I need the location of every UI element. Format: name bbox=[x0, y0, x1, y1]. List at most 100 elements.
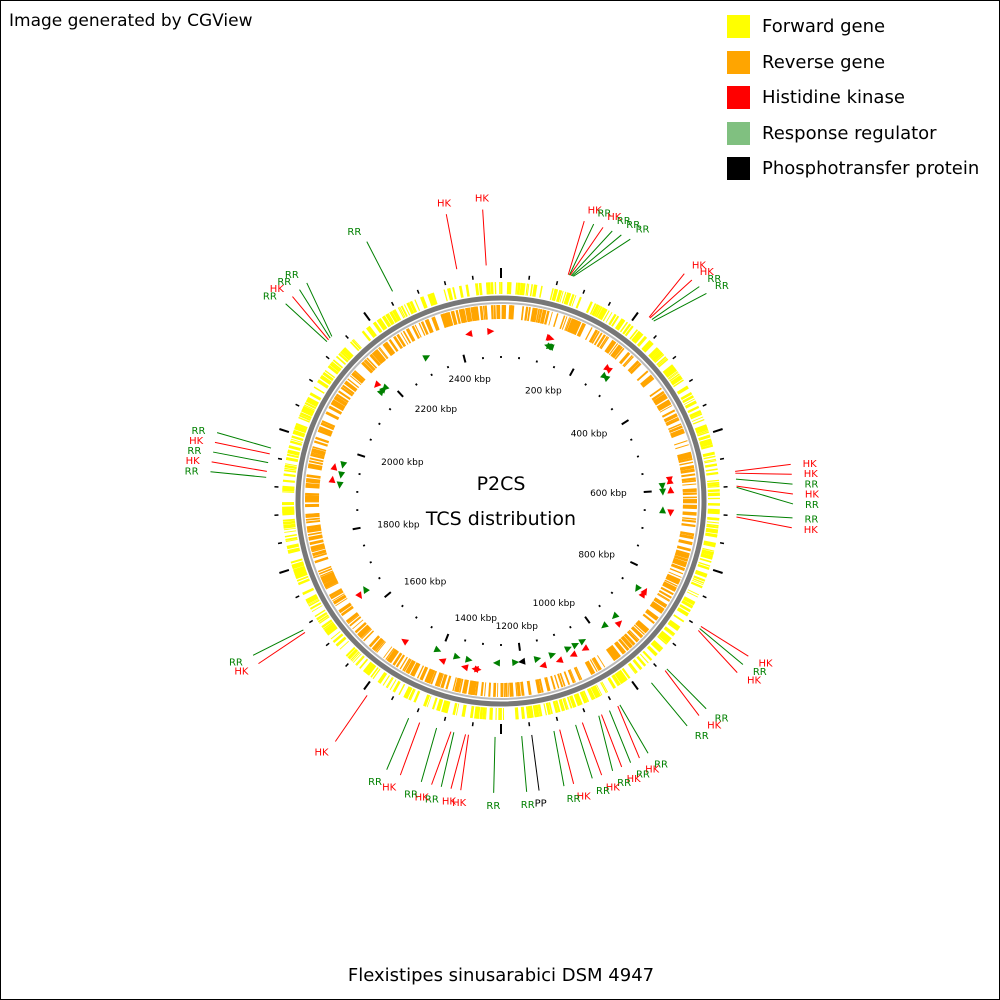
reverse-gene bbox=[307, 528, 322, 533]
forward-gene bbox=[291, 562, 304, 568]
reverse-gene bbox=[463, 679, 469, 694]
reverse-gene bbox=[680, 531, 695, 536]
forward-gene bbox=[288, 445, 301, 451]
forward-gene bbox=[701, 549, 714, 554]
rr-feature-arrow bbox=[533, 656, 542, 663]
rr-feature-arrow bbox=[601, 621, 609, 629]
hk-feature-arrow bbox=[614, 620, 623, 628]
reverse-gene bbox=[509, 682, 513, 697]
forward-gene bbox=[332, 633, 343, 642]
reverse-gene bbox=[488, 682, 490, 697]
leader-line bbox=[735, 472, 792, 475]
reverse-gene bbox=[591, 658, 600, 672]
reverse-gene bbox=[311, 449, 326, 456]
forward-gene bbox=[551, 288, 558, 301]
forward-gene bbox=[327, 364, 339, 375]
forward-gene bbox=[525, 706, 529, 719]
forward-gene bbox=[682, 597, 695, 606]
forward-gene bbox=[694, 424, 707, 431]
reverse-gene bbox=[646, 609, 659, 619]
forward-gene bbox=[624, 325, 634, 337]
feature-label: HK bbox=[475, 194, 490, 205]
forward-gene bbox=[345, 646, 356, 657]
reverse-gene bbox=[334, 396, 348, 406]
reverse-gene bbox=[469, 680, 475, 695]
reverse-gene bbox=[468, 680, 473, 695]
forward-gene bbox=[690, 413, 703, 420]
forward-gene bbox=[340, 350, 351, 361]
reverse-gene bbox=[636, 619, 650, 632]
reverse-gene bbox=[664, 579, 678, 587]
reverse-gene bbox=[670, 430, 685, 439]
ruler-tick bbox=[610, 591, 614, 595]
forward-gene bbox=[446, 288, 453, 301]
outer-tick bbox=[295, 595, 300, 599]
hk-feature-arrow bbox=[667, 509, 675, 517]
feature-label: RR bbox=[805, 500, 819, 511]
forward-gene bbox=[399, 306, 406, 318]
backbone-ring-inner bbox=[302, 302, 700, 700]
forward-gene bbox=[398, 683, 406, 696]
forward-gene bbox=[683, 596, 696, 605]
reverse-gene bbox=[305, 486, 320, 489]
reverse-gene bbox=[548, 311, 553, 326]
backbone-ring bbox=[295, 295, 707, 707]
reverse-gene bbox=[485, 305, 488, 320]
reverse-gene bbox=[618, 638, 630, 651]
forward-gene bbox=[443, 700, 449, 713]
forward-gene bbox=[352, 653, 362, 663]
forward-gene bbox=[667, 621, 679, 632]
reverse-gene bbox=[575, 666, 583, 680]
reverse-gene bbox=[325, 411, 340, 421]
feature-label: HK bbox=[805, 490, 820, 501]
forward-gene bbox=[590, 687, 597, 699]
reverse-gene bbox=[680, 470, 695, 474]
forward-gene bbox=[367, 325, 377, 337]
feature-label: RR bbox=[626, 220, 640, 231]
forward-gene bbox=[614, 318, 625, 330]
reverse-gene bbox=[563, 671, 571, 686]
leader-line bbox=[431, 731, 452, 785]
forward-gene bbox=[479, 706, 484, 720]
reverse-gene bbox=[305, 482, 320, 487]
reverse-gene bbox=[680, 532, 694, 537]
reverse-gene bbox=[374, 640, 386, 653]
outer-tick bbox=[672, 355, 677, 360]
forward-gene bbox=[400, 305, 408, 318]
reverse-gene bbox=[328, 405, 343, 414]
outer-tick bbox=[631, 311, 639, 322]
forward-gene bbox=[702, 547, 715, 552]
forward-gene bbox=[485, 707, 487, 720]
reverse-gene bbox=[309, 539, 324, 546]
reverse-gene bbox=[352, 619, 364, 630]
reverse-gene-swatch-icon bbox=[727, 50, 750, 74]
reverse-gene bbox=[677, 452, 692, 459]
ruler-tick bbox=[446, 365, 450, 369]
forward-gene bbox=[558, 699, 564, 712]
reverse-gene bbox=[322, 576, 337, 585]
forward-gene bbox=[670, 374, 682, 384]
reverse-gene bbox=[614, 347, 625, 360]
rr-feature-arrow bbox=[363, 586, 370, 594]
reverse-gene bbox=[527, 307, 531, 322]
reverse-gene bbox=[588, 329, 599, 343]
reverse-gene bbox=[667, 573, 681, 581]
reverse-gene bbox=[310, 452, 325, 458]
reverse-gene bbox=[559, 672, 566, 687]
reverse-gene bbox=[309, 457, 324, 463]
forward-gene bbox=[677, 607, 689, 616]
reverse-gene bbox=[349, 375, 362, 386]
forward-gene bbox=[699, 439, 712, 446]
forward-gene bbox=[344, 347, 354, 357]
forward-gene bbox=[351, 339, 362, 350]
forward-gene bbox=[591, 304, 599, 316]
forward-gene bbox=[646, 645, 658, 657]
reverse-gene bbox=[628, 629, 640, 641]
forward-gene bbox=[366, 327, 375, 339]
leader-line bbox=[619, 704, 649, 754]
forward-gene bbox=[285, 456, 299, 463]
forward-gene bbox=[283, 525, 296, 529]
forward-gene bbox=[611, 675, 619, 687]
leader-line bbox=[553, 730, 565, 787]
reverse-gene bbox=[605, 340, 617, 354]
